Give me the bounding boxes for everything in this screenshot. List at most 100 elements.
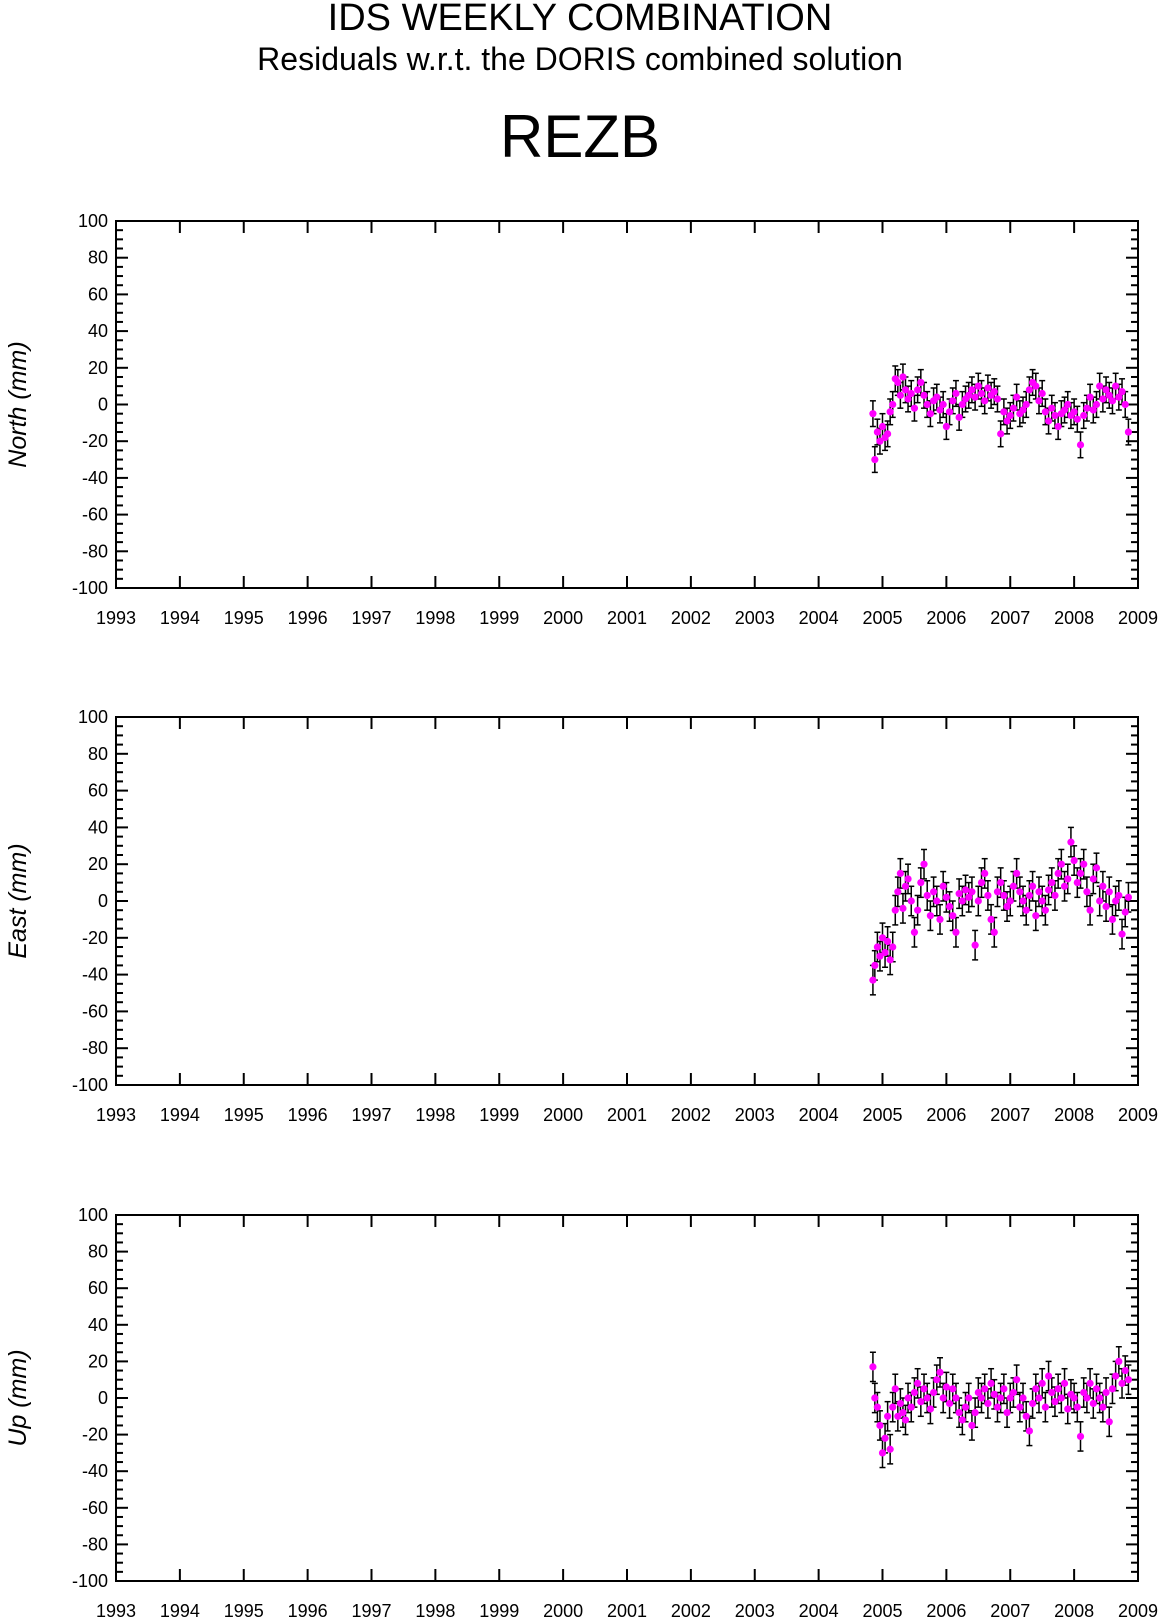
x-tick-label: 2009 xyxy=(1118,1601,1158,1621)
data-point xyxy=(889,943,897,951)
data-point xyxy=(1115,393,1123,401)
y-tick-label: 100 xyxy=(78,707,108,727)
data-point xyxy=(1041,906,1049,914)
x-tick-label: 2004 xyxy=(799,608,839,628)
y-tick-label: -80 xyxy=(82,541,108,561)
data-point xyxy=(1115,891,1123,900)
data-point xyxy=(974,1388,982,1397)
data-point xyxy=(949,912,957,920)
data-point xyxy=(910,1388,919,1397)
data-point xyxy=(886,1445,894,1453)
data-point xyxy=(933,1376,941,1384)
data-point xyxy=(869,1363,877,1371)
data-point xyxy=(1054,1385,1062,1393)
x-tick-label: 1999 xyxy=(479,608,519,628)
data-point xyxy=(1035,888,1043,896)
data-point xyxy=(873,1403,881,1411)
data-point xyxy=(886,408,894,416)
data-point xyxy=(1044,886,1053,894)
data-point xyxy=(958,1416,966,1424)
data-point xyxy=(889,400,897,409)
data-point xyxy=(936,915,944,924)
data-point xyxy=(1003,417,1011,425)
data-point xyxy=(1019,1394,1027,1402)
data-point xyxy=(1009,1388,1018,1397)
data-point xyxy=(968,1421,976,1430)
data-point xyxy=(896,869,904,878)
data-point xyxy=(1118,388,1126,396)
y-tick-label: -60 xyxy=(82,505,108,525)
data-point xyxy=(977,389,986,398)
data-point xyxy=(945,408,954,416)
y-tick-label: 60 xyxy=(88,1278,108,1298)
data-point xyxy=(1035,397,1043,405)
data-point xyxy=(1009,882,1018,890)
data-point xyxy=(873,943,881,951)
data-point xyxy=(878,934,887,942)
data-point xyxy=(987,1379,995,1387)
data-point xyxy=(1051,1398,1059,1406)
data-point xyxy=(914,1379,922,1387)
data-point xyxy=(926,1405,935,1413)
data-point xyxy=(899,373,907,381)
x-tick-label: 2006 xyxy=(926,1601,966,1621)
data-point xyxy=(894,378,902,387)
data-point xyxy=(1057,860,1065,868)
data-point xyxy=(961,886,970,894)
x-tick-label: 1996 xyxy=(288,1105,328,1125)
data-point xyxy=(907,1403,915,1411)
data-point xyxy=(997,430,1005,438)
data-point xyxy=(1060,1379,1069,1387)
y-tick-label: -40 xyxy=(82,468,108,488)
data-point xyxy=(923,400,931,409)
x-tick-label: 1997 xyxy=(351,1105,391,1125)
data-point xyxy=(942,1383,950,1391)
data-point xyxy=(1076,869,1085,878)
data-point xyxy=(1032,912,1040,920)
data-point xyxy=(1006,1394,1014,1402)
x-tick-label: 2008 xyxy=(1054,1105,1094,1125)
data-point xyxy=(958,400,966,409)
y-tick-label: -60 xyxy=(82,1001,108,1021)
data-point xyxy=(965,391,973,399)
y-tick-label: 40 xyxy=(88,321,108,341)
data-point xyxy=(1096,1394,1104,1402)
data-point xyxy=(1112,382,1120,390)
data-point xyxy=(990,928,998,936)
data-point xyxy=(1013,1376,1021,1384)
data-point xyxy=(1019,897,1027,905)
data-point xyxy=(939,1394,947,1402)
data-point xyxy=(984,891,992,900)
data-point xyxy=(1124,893,1133,901)
data-point xyxy=(952,389,960,398)
x-tick-label: 2004 xyxy=(799,1601,839,1621)
y-axis-label: East (mm) xyxy=(4,843,32,958)
data-point xyxy=(1013,869,1021,878)
data-point xyxy=(1032,382,1040,390)
x-tick-label: 2002 xyxy=(671,608,711,628)
x-tick-label: 1998 xyxy=(415,1601,455,1621)
x-tick-label: 1998 xyxy=(415,608,455,628)
data-point xyxy=(1099,395,1107,403)
data-point xyxy=(1038,1379,1046,1387)
data-point xyxy=(1051,411,1059,420)
y-tick-label: -80 xyxy=(82,1534,108,1554)
data-point xyxy=(984,384,992,392)
x-tick-label: 2007 xyxy=(990,1601,1030,1621)
data-point xyxy=(933,897,941,905)
data-point xyxy=(901,1416,910,1424)
data-point xyxy=(914,386,922,394)
y-tick-label: -100 xyxy=(72,1075,108,1095)
data-point xyxy=(910,404,919,412)
data-point xyxy=(968,888,976,896)
data-point xyxy=(1016,1403,1024,1411)
data-point xyxy=(1080,411,1088,420)
data-point xyxy=(910,928,919,936)
data-point xyxy=(939,882,947,890)
x-tick-label: 1996 xyxy=(288,1601,328,1621)
data-point xyxy=(942,422,950,431)
data-point xyxy=(876,952,884,960)
data-point xyxy=(1112,1372,1120,1380)
x-tick-label: 1999 xyxy=(479,1601,519,1621)
data-point xyxy=(1124,428,1133,436)
